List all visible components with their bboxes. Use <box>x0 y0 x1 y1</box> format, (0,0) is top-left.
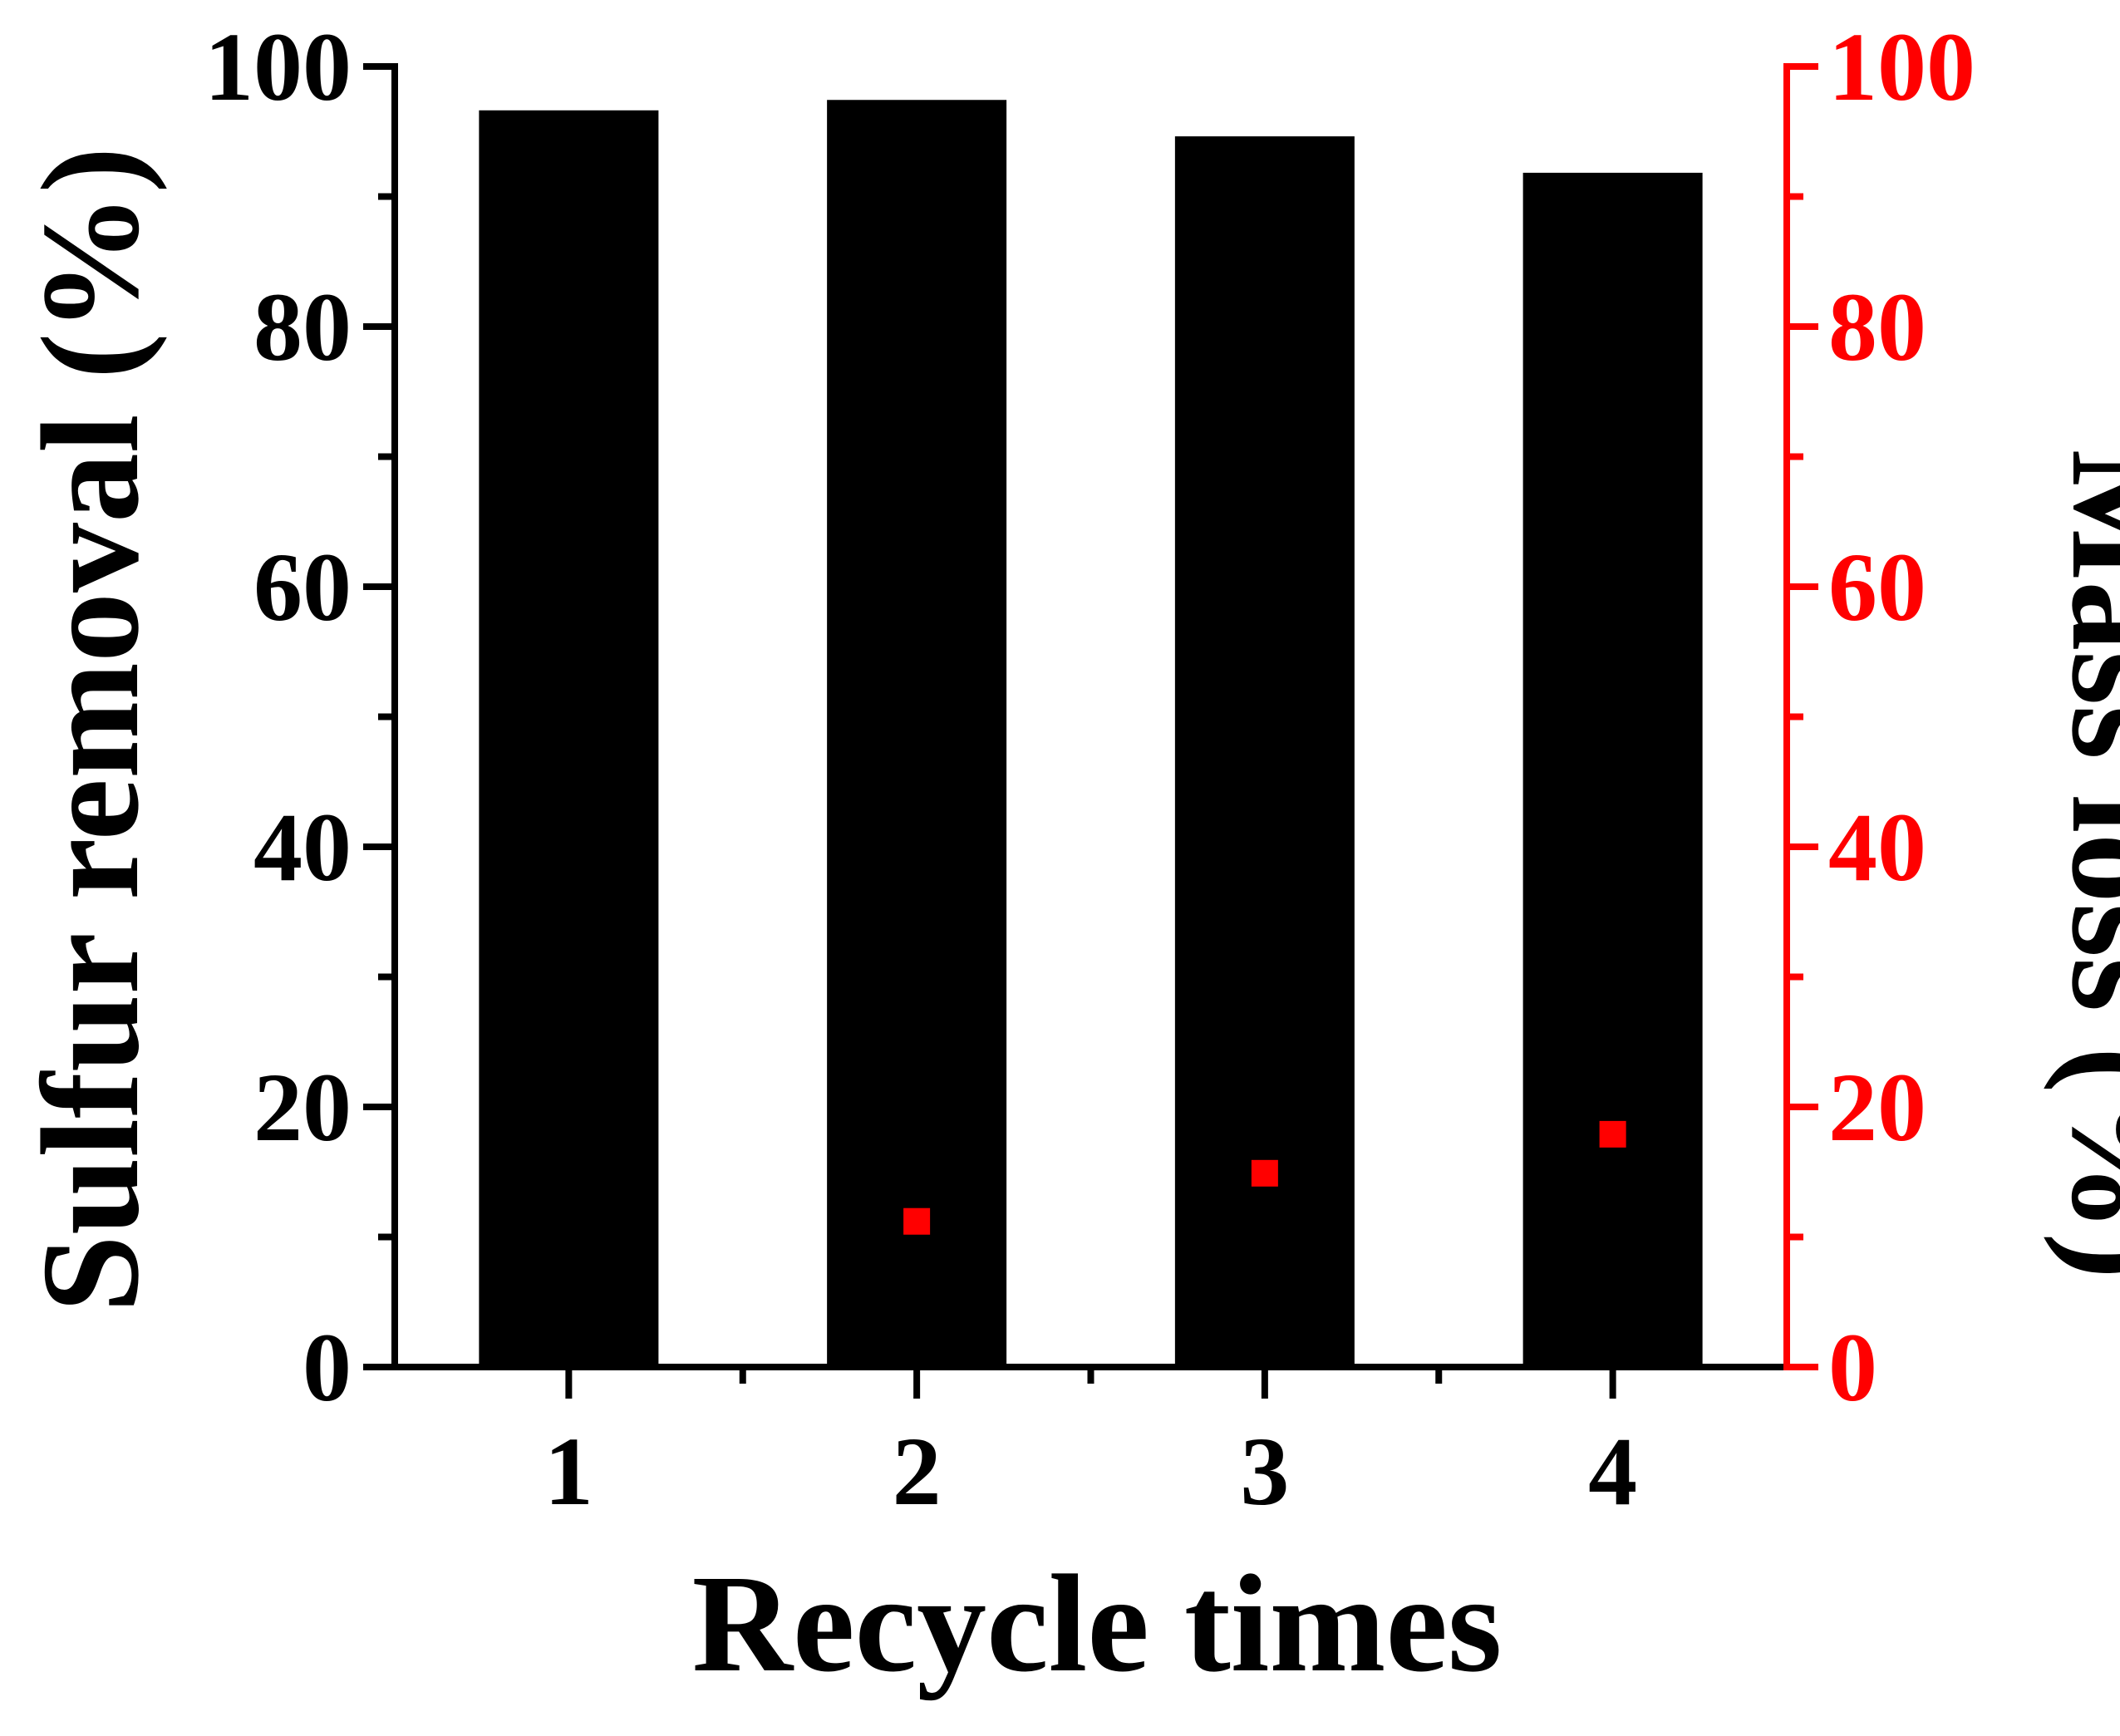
bar <box>1522 172 1703 1369</box>
left-y-tick-label: 60 <box>253 533 352 642</box>
x-tick-label: 2 <box>893 1417 942 1526</box>
right-y-tick-label: 20 <box>1828 1053 1926 1162</box>
right-y-tick-label: 40 <box>1828 793 1926 902</box>
data-point <box>1599 1120 1626 1148</box>
x-tick-label: 3 <box>1240 1417 1289 1526</box>
left-y-axis-title: Sulfur removal (%) <box>13 146 168 1312</box>
x-tick-label: 4 <box>1588 1417 1637 1526</box>
right-y-tick-label: 100 <box>1828 12 1975 121</box>
points-layer <box>903 1120 1626 1235</box>
left-y-tick-label: 40 <box>253 793 352 902</box>
data-point <box>1251 1159 1278 1187</box>
left-y-tick-label: 0 <box>303 1313 352 1422</box>
left-y-tick-label: 20 <box>253 1053 352 1162</box>
bars-layer <box>479 100 1703 1370</box>
data-point <box>903 1207 931 1235</box>
bar <box>479 110 659 1369</box>
right-y-tick-label: 80 <box>1828 273 1926 381</box>
axes-layer <box>363 63 1818 1399</box>
labels-layer: 0 20 40 60 80 100 0 20 40 60 80 100 1 2 3 4 <box>204 12 1975 1526</box>
x-axis-title: Recycle times <box>692 1547 1503 1701</box>
right-y-tick-label: 0 <box>1828 1313 1877 1422</box>
left-y-tick-label: 80 <box>253 273 352 381</box>
x-tick-label: 1 <box>544 1417 593 1526</box>
left-y-tick-label: 100 <box>204 12 352 121</box>
bar <box>827 100 1007 1369</box>
right-y-axis-title: Mass loss (%) <box>2043 450 2120 1280</box>
right-y-tick-label: 60 <box>1828 533 1926 642</box>
